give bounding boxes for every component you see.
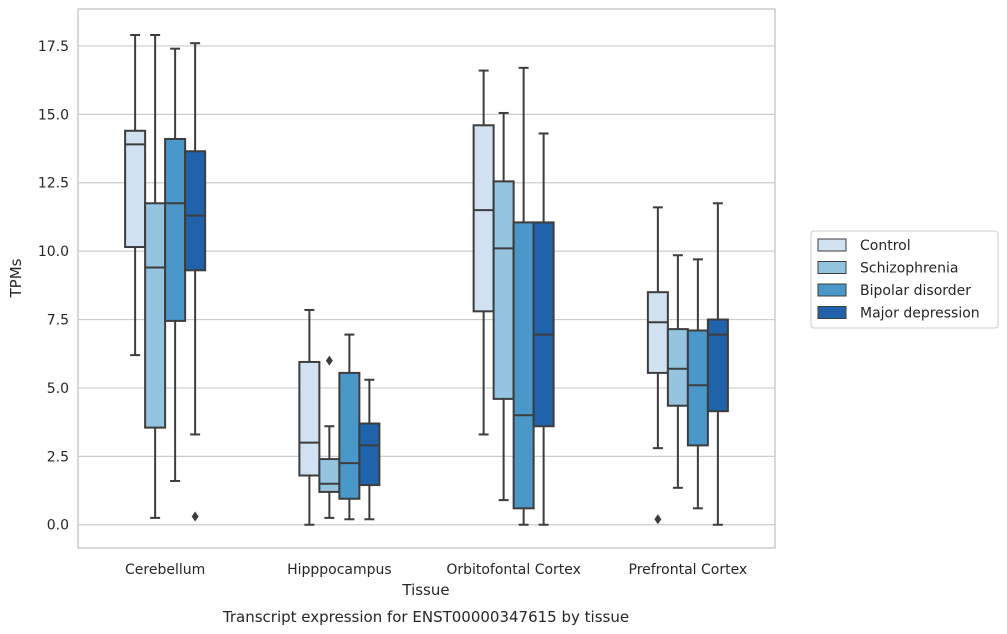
box-control <box>124 33 147 357</box>
box-control <box>646 206 669 525</box>
box-bipolar-disorder <box>686 258 709 510</box>
box-major-depression <box>706 202 729 526</box>
box-schizophrenia <box>492 111 515 502</box>
x-tick-labels: Cerebellum Hipppocampus Orbitofontal Corte… <box>125 562 747 578</box>
legend-label: Bipolar disorder <box>860 283 971 299</box>
y-tick-label: 15.0 <box>38 107 69 123</box>
y-tick-label: 12.5 <box>38 176 69 192</box>
y-tick-label: 10.0 <box>38 244 69 260</box>
box <box>686 329 709 447</box>
y-tick-labels: 0.0 2.5 5.0 7.5 10.0 12.5 15.0 17.5 <box>38 39 69 534</box>
legend-swatch <box>817 283 847 297</box>
y-tick-label: 17.5 <box>38 39 69 55</box>
box <box>338 371 361 500</box>
box <box>298 360 321 477</box>
box <box>164 137 187 322</box>
outlier-point <box>654 514 662 525</box>
box-schizophrenia <box>666 254 689 489</box>
box-control <box>472 69 495 436</box>
x-tick-label: Prefrontal Cortex <box>629 562 748 578</box>
box <box>358 422 381 487</box>
legend-swatch <box>817 261 847 274</box>
box <box>472 124 495 313</box>
x-axis-label: Tissue <box>401 581 449 599</box>
box <box>318 458 341 493</box>
box-bipolar-disorder <box>338 333 361 521</box>
box <box>144 202 167 429</box>
y-axis-label: TPMs <box>7 258 25 298</box>
box <box>646 291 669 374</box>
plot-frame <box>77 8 776 549</box>
y-tick-label: 5.0 <box>47 381 69 397</box>
box <box>532 221 555 428</box>
box <box>124 129 147 249</box>
chart-caption: Transcript expression for ENST0000034761… <box>222 608 629 626</box>
legend-swatch <box>817 238 847 252</box>
y-tick-label: 0.0 <box>47 518 69 534</box>
legend-label: Major depression <box>860 306 980 322</box>
outlier-point <box>191 511 199 522</box>
box-groups <box>124 33 729 526</box>
legend-label: Control <box>860 238 911 254</box>
box <box>184 150 207 272</box>
box <box>666 328 689 407</box>
box <box>706 318 729 413</box>
y-tick-label: 7.5 <box>47 313 69 329</box>
box-major-depression <box>184 42 207 522</box>
x-tick-label: Orbitofontal Cortex <box>446 562 581 578</box>
box-major-depression <box>358 378 381 521</box>
legend-frame <box>810 230 999 329</box>
box <box>512 221 535 510</box>
y-tick-label: 2.5 <box>47 449 69 465</box>
box <box>492 180 515 400</box>
legend-label: Schizophrenia <box>860 261 958 277</box>
x-tick-label: Hipppocampus <box>287 562 392 578</box>
outlier-point <box>325 355 333 366</box>
box-control <box>298 308 321 526</box>
legend-swatch <box>817 306 847 319</box>
box-schizophrenia <box>318 355 341 519</box>
x-tick-label: Cerebellum <box>125 562 205 578</box>
box-major-depression <box>532 132 555 526</box>
legend: Control Schizophrenia Bipolar disorder Majo… <box>810 230 999 329</box>
